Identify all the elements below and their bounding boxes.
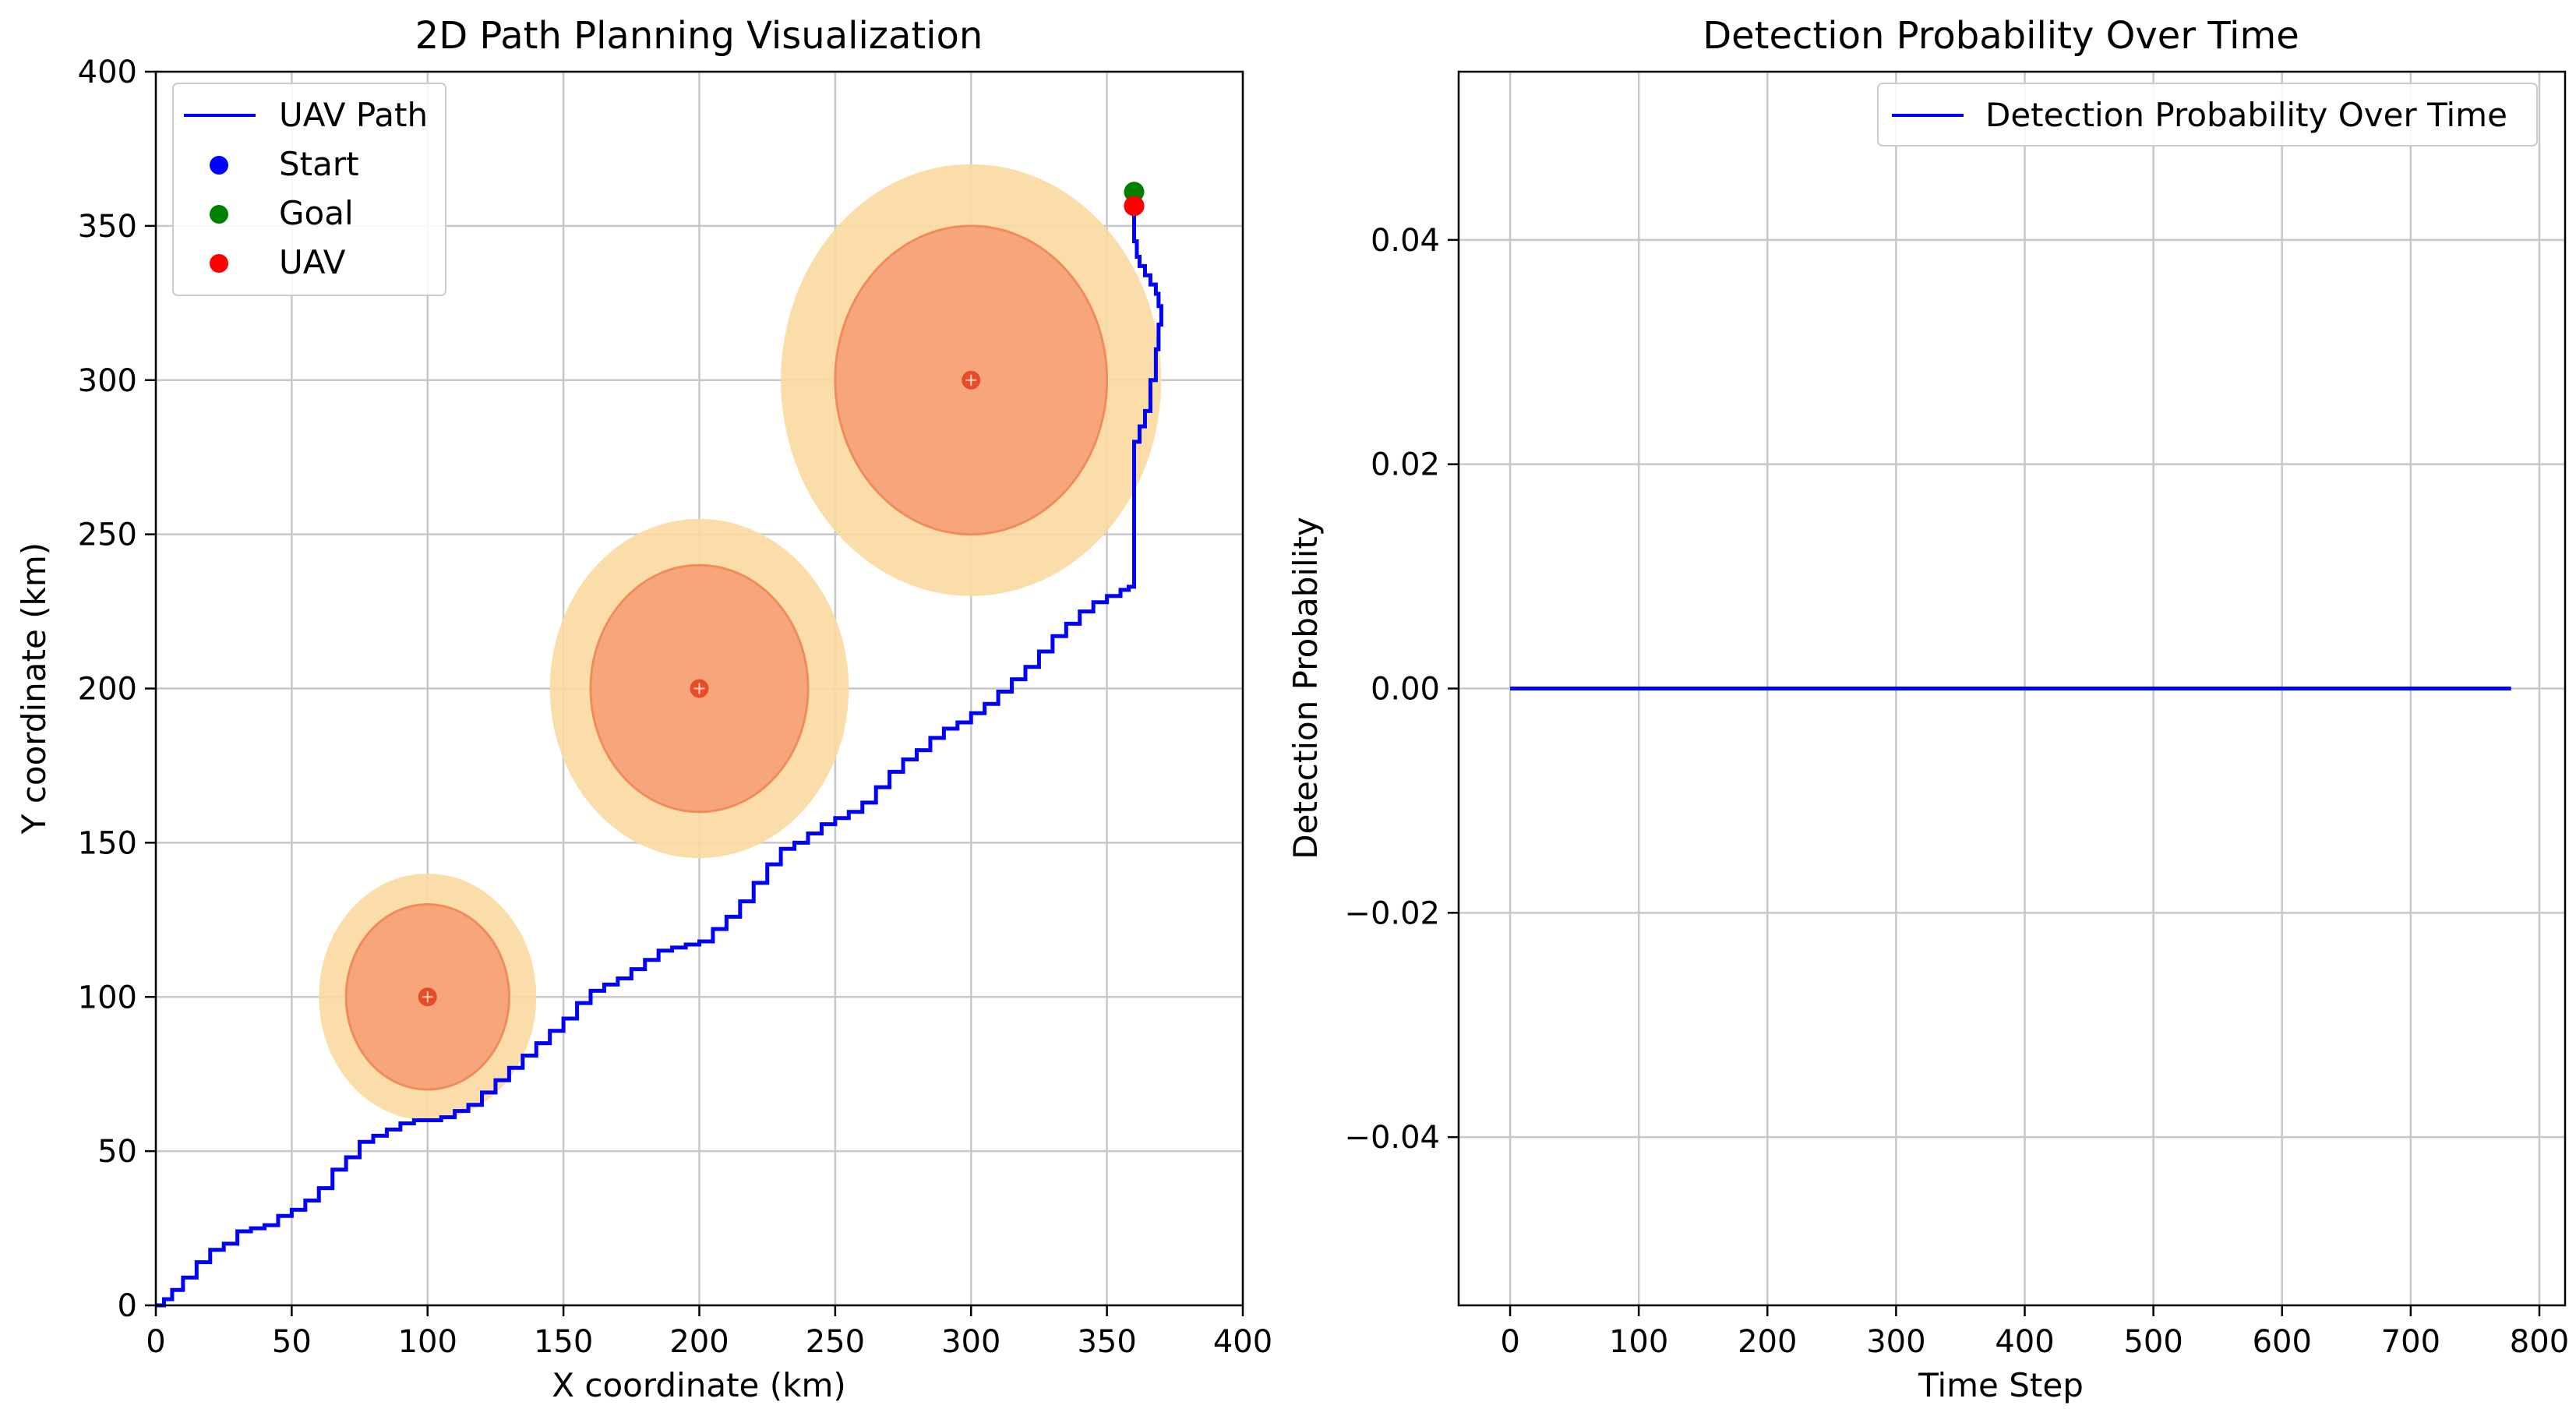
- legend-swatch-start: [210, 156, 228, 175]
- path-layer: [156, 201, 1163, 1308]
- x-tick-label: 400: [1995, 1324, 2054, 1360]
- x-tick-label: 100: [1609, 1324, 1668, 1360]
- y-tick-label: 0.02: [1371, 447, 1440, 483]
- detection-probability-chart: Detection Probability Over Time 0 100 200 3…: [1286, 14, 2569, 1404]
- x-tick-label: 300: [941, 1324, 1000, 1360]
- y-ticks: −0.04 −0.02 0.00 0.02 0.04: [1344, 223, 1459, 1156]
- legend-box: [1877, 83, 2538, 147]
- y-tick-label: −0.02: [1344, 895, 1440, 931]
- y-axis-label: Detection Probability: [1286, 517, 1325, 859]
- x-tick-label: 800: [2510, 1324, 2569, 1360]
- y-axis-label: Y coordinate (km): [15, 542, 53, 835]
- x-tick-label: 500: [2123, 1324, 2183, 1360]
- x-tick-label: 50: [272, 1324, 312, 1360]
- y-tick-label: −0.04: [1344, 1120, 1440, 1156]
- legend-label-detection: Detection Probability Over Time: [1985, 96, 2507, 134]
- x-tick-label: 350: [1077, 1324, 1136, 1360]
- marker-layer: [1124, 182, 1145, 217]
- legend-box: [172, 83, 446, 296]
- x-axis-label: Time Step: [1918, 1366, 2084, 1404]
- y-tick-label: 50: [97, 1134, 137, 1170]
- uav-path-line: [156, 201, 1163, 1308]
- chart-title: 2D Path Planning Visualization: [415, 14, 983, 58]
- legend-label-start: Start: [279, 145, 359, 183]
- legend-label-uav-path: UAV Path: [279, 96, 428, 134]
- y-ticks: 0 50 100 150 200 250 300 350 400: [78, 55, 156, 1324]
- x-tick-label: 200: [669, 1324, 729, 1360]
- path-planning-chart: 2D Path Planning Visualization 0 50 100 150…: [15, 14, 1272, 1404]
- y-tick-label: 0: [118, 1288, 137, 1324]
- y-tick-label: 400: [78, 55, 137, 90]
- uav-marker: [1124, 196, 1145, 217]
- legend: UAV Path Start Goal UAV: [172, 83, 446, 296]
- x-tick-label: 200: [1738, 1324, 1797, 1360]
- legend-swatch-uav: [210, 254, 228, 273]
- x-tick-label: 0: [146, 1324, 165, 1360]
- goal-marker: [1124, 182, 1145, 203]
- x-tick-label: 700: [2381, 1324, 2440, 1360]
- chart-title: Detection Probability Over Time: [1703, 14, 2299, 58]
- x-tick-label: 400: [1213, 1324, 1272, 1360]
- legend-swatch-goal: [210, 205, 228, 224]
- y-tick-label: 100: [78, 980, 137, 1015]
- y-tick-label: 300: [78, 363, 137, 399]
- y-tick-label: 250: [78, 517, 137, 553]
- x-tick-label: 100: [398, 1324, 457, 1360]
- x-ticks: 0 100 200 300 400 500 600 700 800: [1500, 1305, 2569, 1360]
- threat-zones: [319, 164, 1162, 1121]
- y-tick-label: 150: [78, 825, 137, 861]
- legend: Detection Probability Over Time: [1877, 83, 2538, 147]
- y-tick-label: 200: [78, 672, 137, 708]
- x-tick-label: 0: [1500, 1324, 1519, 1360]
- y-tick-label: 350: [78, 209, 137, 245]
- x-tick-label: 300: [1866, 1324, 1925, 1360]
- y-tick-label: 0.04: [1371, 223, 1440, 259]
- legend-label-goal: Goal: [279, 194, 354, 232]
- x-tick-label: 150: [534, 1324, 593, 1360]
- x-tick-label: 600: [2253, 1324, 2312, 1360]
- x-axis-label: X coordinate (km): [552, 1366, 846, 1404]
- legend-label-uav: UAV: [279, 243, 346, 281]
- y-tick-label: 0.00: [1371, 672, 1440, 708]
- x-tick-label: 250: [806, 1324, 865, 1360]
- x-ticks: 0 50 100 150 200 250 300 350 400: [146, 1305, 1272, 1360]
